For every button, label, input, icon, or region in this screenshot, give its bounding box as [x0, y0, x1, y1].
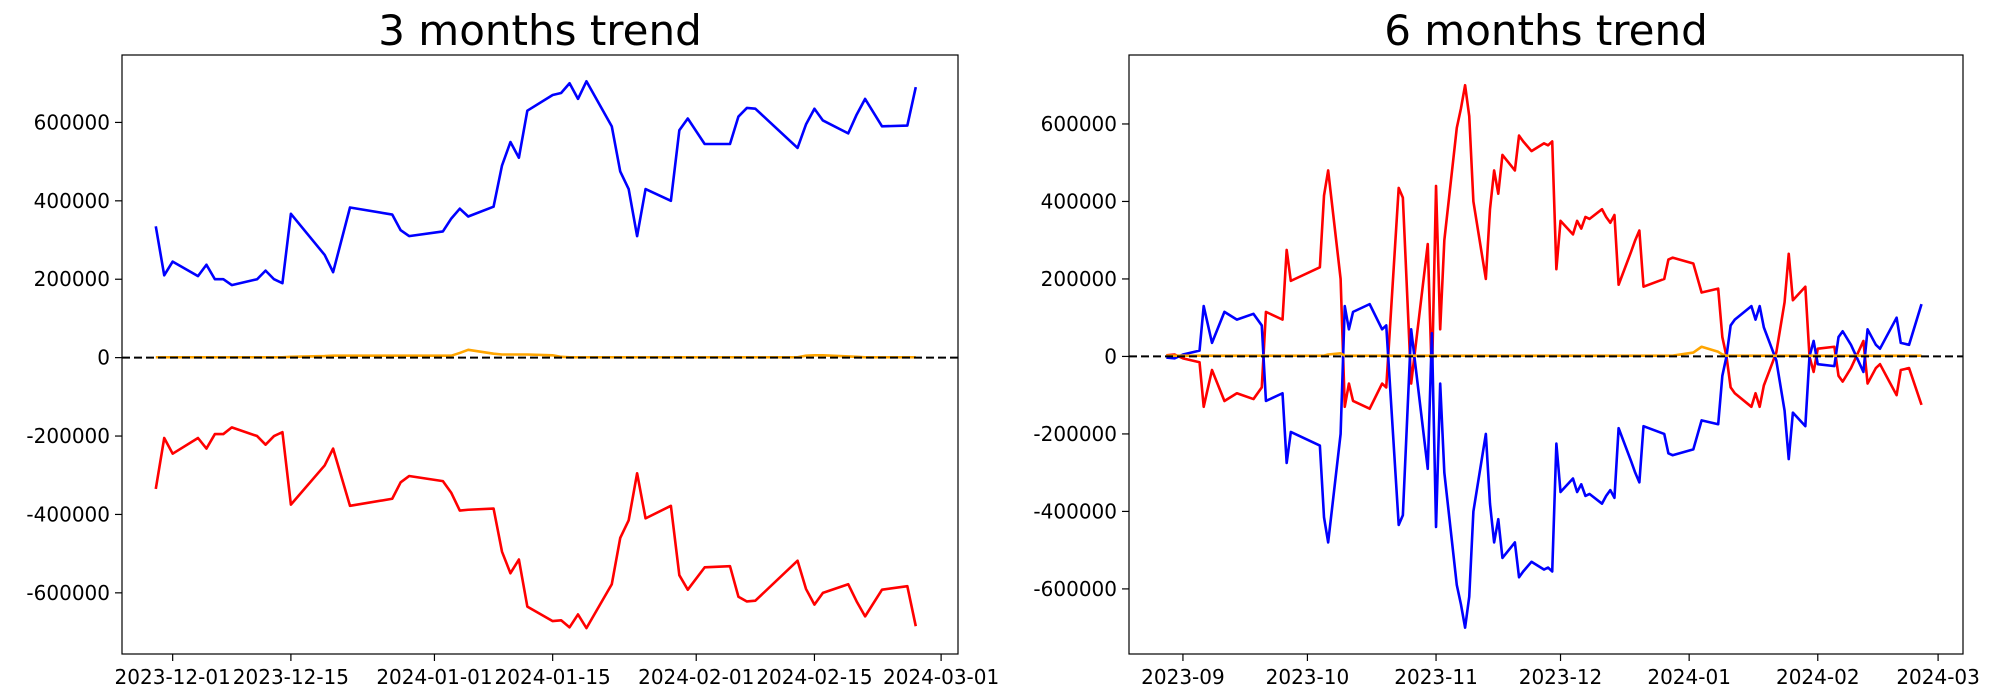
- x-tick-label: 2024-02: [1776, 665, 1860, 689]
- series-line: [1166, 302, 1923, 629]
- chart-title: 6 months trend: [1384, 6, 1708, 55]
- y-tick-label: 0: [97, 346, 110, 370]
- y-tick-label: 200000: [34, 267, 110, 291]
- plot-frame: [121, 54, 959, 655]
- x-tick-label: 2023-12: [1519, 665, 1603, 689]
- x-tick-label: 2024-01: [1647, 665, 1731, 689]
- y-tick-label: -200000: [1033, 422, 1117, 446]
- series-line: [154, 426, 918, 630]
- x-tick-label: 2023-12-01: [115, 665, 231, 689]
- x-tick-label: 2024-03-01: [883, 665, 999, 689]
- y-tick-label: -600000: [1033, 577, 1117, 601]
- y-tick-label: 600000: [1041, 112, 1117, 136]
- y-tick-label: -400000: [26, 502, 110, 526]
- x-tick-label: 2024-01-01: [376, 665, 492, 689]
- y-tick-label: 600000: [34, 110, 110, 134]
- y-tick-label: 400000: [34, 189, 110, 213]
- y-tick-label: -400000: [1033, 499, 1117, 523]
- series-line: [154, 79, 918, 287]
- y-tick-label: 0: [1104, 344, 1117, 368]
- plot-frame: [1128, 54, 1964, 655]
- chart-title: 3 months trend: [378, 6, 702, 55]
- series-line: [1166, 83, 1923, 411]
- x-tick-label: 2023-10: [1266, 665, 1350, 689]
- y-tick-label: 200000: [1041, 267, 1117, 291]
- x-tick-label: 2023-09: [1141, 665, 1225, 689]
- x-tick-label: 2024-01-15: [495, 665, 611, 689]
- y-tick-label: -200000: [26, 424, 110, 448]
- y-tick-label: 400000: [1041, 189, 1117, 213]
- x-tick-label: 2024-02-15: [756, 665, 872, 689]
- series-line: [155, 348, 916, 359]
- x-tick-label: 2023-12-15: [233, 665, 349, 689]
- x-tick-label: 2024-03: [1896, 665, 1980, 689]
- x-tick-label: 2024-02-01: [638, 665, 754, 689]
- x-tick-label: 2023-11: [1394, 665, 1478, 689]
- y-tick-label: -600000: [26, 581, 110, 605]
